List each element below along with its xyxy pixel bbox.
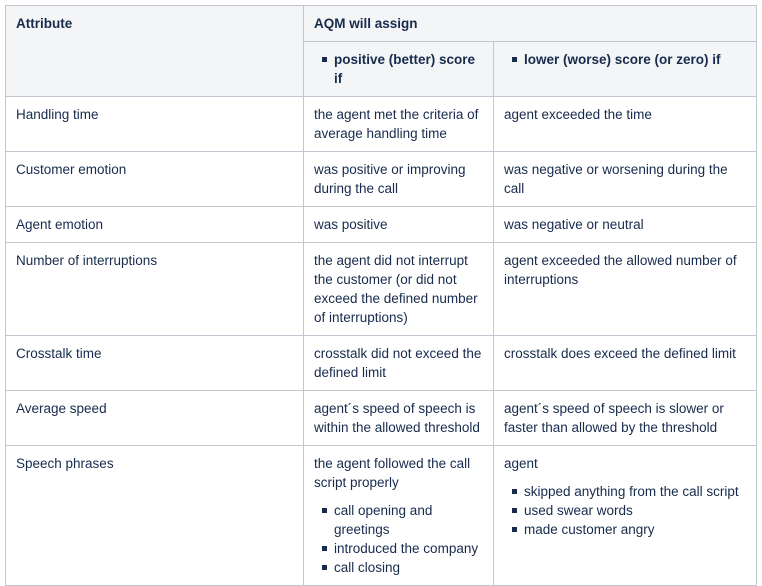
- cell-attribute: Average speed: [5, 390, 304, 446]
- table-row: Number of interruptions the agent did no…: [5, 242, 757, 336]
- cell-negative: agent skipped anything from the call scr…: [493, 445, 757, 586]
- list-item: introduced the company: [322, 539, 483, 558]
- cell-attribute: Number of interruptions: [5, 242, 304, 336]
- cell-attribute: Crosstalk time: [5, 335, 304, 391]
- cell-negative: agent´s speed of speech is slower or fas…: [493, 390, 757, 446]
- speech-negative-intro: agent: [504, 456, 538, 471]
- cell-attribute: Speech phrases: [5, 445, 304, 586]
- cell-attribute: Agent emotion: [5, 206, 304, 243]
- table-row: Customer emotion was positive or improvi…: [5, 151, 757, 207]
- cell-attribute: Handling time: [5, 96, 304, 152]
- speech-positive-intro: the agent followed the call script prope…: [314, 456, 471, 490]
- header-aqm: AQM will assign: [303, 5, 757, 42]
- cell-negative: agent exceeded the allowed number of int…: [493, 242, 757, 336]
- cell-negative: was negative or worsening during the cal…: [493, 151, 757, 207]
- list-item: call closing: [322, 558, 483, 577]
- scoring-table: Attribute AQM will assign positive (bett…: [5, 5, 757, 586]
- cell-attribute: Customer emotion: [5, 151, 304, 207]
- list-item: call opening and greetings: [322, 501, 483, 539]
- cell-positive: the agent did not interrupt the customer…: [303, 242, 494, 336]
- header-positive-label: positive (better) score if: [322, 50, 483, 88]
- cell-positive: the agent met the criteria of average ha…: [303, 96, 494, 152]
- table-row-speech: Speech phrases the agent followed the ca…: [5, 445, 757, 586]
- speech-negative-list: skipped anything from the call script us…: [504, 482, 746, 539]
- header-negative-label: lower (worse) score (or zero) if: [512, 50, 746, 69]
- cell-negative: crosstalk does exceed the defined limit: [493, 335, 757, 391]
- list-item: used swear words: [512, 501, 746, 520]
- header-attribute: Attribute: [5, 5, 304, 97]
- cell-positive: was positive or improving during the cal…: [303, 151, 494, 207]
- table-row: Average speed agent´s speed of speech is…: [5, 390, 757, 446]
- cell-positive: the agent followed the call script prope…: [303, 445, 494, 586]
- list-item: skipped anything from the call script: [512, 482, 746, 501]
- cell-negative: was negative or neutral: [493, 206, 757, 243]
- speech-positive-list: call opening and greetings introduced th…: [314, 501, 483, 577]
- table-row: Handling time the agent met the criteria…: [5, 96, 757, 152]
- table-row: Agent emotion was positive was negative …: [5, 206, 757, 243]
- table-row: Crosstalk time crosstalk did not exceed …: [5, 335, 757, 391]
- cell-positive: was positive: [303, 206, 494, 243]
- header-positive: positive (better) score if: [303, 41, 494, 97]
- cell-positive: agent´s speed of speech is within the al…: [303, 390, 494, 446]
- cell-negative: agent exceeded the time: [493, 96, 757, 152]
- header-row: Attribute AQM will assign: [5, 5, 757, 97]
- header-negative: lower (worse) score (or zero) if: [493, 41, 757, 97]
- list-item: made customer angry: [512, 520, 746, 539]
- cell-positive: crosstalk did not exceed the defined lim…: [303, 335, 494, 391]
